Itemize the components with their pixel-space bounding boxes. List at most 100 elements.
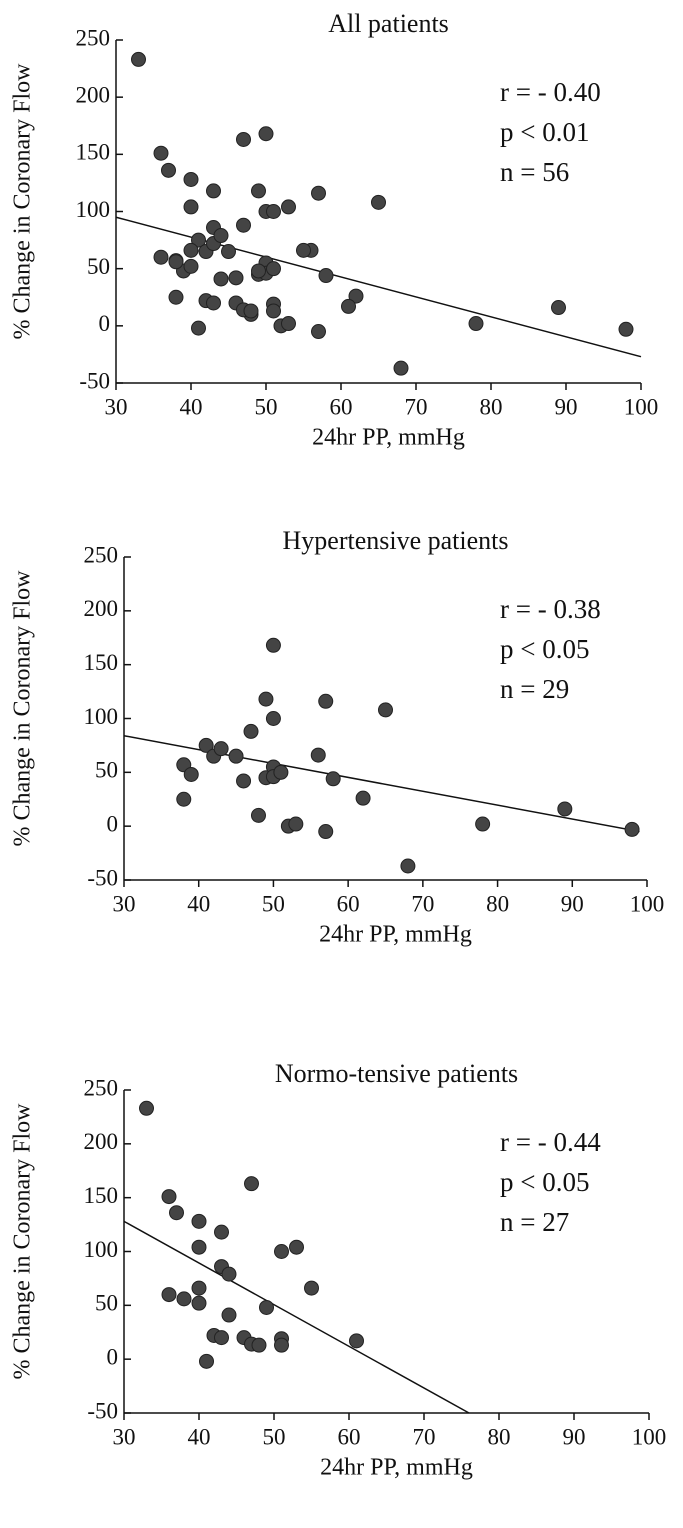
y-tick-label: 200 bbox=[76, 82, 111, 107]
data-point bbox=[199, 1353, 214, 1369]
data-point bbox=[265, 711, 281, 726]
y-tick-label: 0 bbox=[107, 1344, 119, 1369]
data-point bbox=[400, 858, 416, 874]
data-point bbox=[618, 321, 634, 337]
data-point bbox=[475, 816, 491, 832]
chart-title: Hypertensive patients bbox=[283, 526, 509, 555]
y-tick-label: 0 bbox=[99, 311, 111, 336]
x-tick-label: 30 bbox=[105, 394, 128, 419]
data-point bbox=[236, 131, 251, 147]
data-point bbox=[131, 51, 146, 67]
data-point bbox=[168, 254, 184, 270]
data-point bbox=[191, 1213, 207, 1229]
annotation: p < 0.05 bbox=[500, 1167, 589, 1197]
data-point bbox=[258, 126, 274, 142]
x-tick-label: 60 bbox=[337, 891, 360, 916]
data-point bbox=[168, 289, 184, 305]
panel: Normo-tensive patients -50 0 50 100 150 200 250… bbox=[10, 1059, 667, 1481]
data-point bbox=[274, 1337, 289, 1353]
y-tick-label: 0 bbox=[107, 811, 119, 836]
annotation: r = - 0.40 bbox=[500, 77, 601, 107]
y-tick-label: 150 bbox=[84, 650, 119, 675]
chart-title: All patients bbox=[328, 9, 449, 38]
annotation: n = 27 bbox=[500, 1207, 569, 1237]
x-tick-label: 80 bbox=[486, 891, 509, 916]
x-tick-label: 70 bbox=[405, 394, 428, 419]
data-point bbox=[161, 1189, 177, 1205]
data-point bbox=[341, 298, 356, 314]
data-point bbox=[221, 1266, 237, 1282]
data-point bbox=[244, 1176, 259, 1192]
panel: Hypertensive patients -50 0 50 100 150 200 250 3… bbox=[10, 526, 665, 948]
x-tick-label: 60 bbox=[330, 394, 353, 419]
data-point bbox=[161, 1287, 177, 1303]
data-point bbox=[251, 183, 266, 199]
x-tick-label: 50 bbox=[262, 891, 285, 916]
data-point bbox=[176, 1291, 192, 1307]
data-point bbox=[318, 693, 334, 709]
x-tick-label: 40 bbox=[180, 394, 203, 419]
data-point bbox=[191, 1295, 207, 1311]
data-point bbox=[153, 249, 169, 265]
data-point bbox=[250, 807, 266, 823]
data-point bbox=[310, 747, 326, 763]
data-point bbox=[273, 764, 289, 780]
data-point bbox=[251, 1337, 267, 1353]
data-point bbox=[266, 204, 281, 219]
y-tick-label: -50 bbox=[87, 1398, 118, 1423]
y-tick-label: 50 bbox=[95, 1291, 118, 1316]
data-point bbox=[311, 324, 326, 340]
data-point bbox=[325, 771, 341, 787]
data-point bbox=[288, 816, 304, 832]
y-tick-label: 250 bbox=[76, 25, 111, 50]
data-point bbox=[169, 1205, 184, 1221]
data-point bbox=[393, 360, 409, 376]
x-tick-label: 30 bbox=[113, 891, 136, 916]
x-axis-label: 24hr PP, mmHg bbox=[320, 1455, 473, 1481]
y-tick-label: 100 bbox=[84, 1237, 119, 1262]
x-tick-label: 50 bbox=[263, 1424, 286, 1449]
data-point bbox=[243, 303, 259, 319]
y-tick-label: -50 bbox=[87, 865, 118, 890]
data-point bbox=[183, 242, 199, 258]
x-tick-label: 90 bbox=[561, 891, 584, 916]
data-point bbox=[206, 295, 221, 311]
annotation: p < 0.05 bbox=[500, 634, 589, 664]
y-tick-label: 100 bbox=[84, 704, 119, 729]
annotation: r = - 0.38 bbox=[500, 594, 601, 624]
y-tick-label: 250 bbox=[84, 1075, 119, 1100]
x-axis-label: 24hr PP, mmHg bbox=[319, 922, 472, 948]
data-point bbox=[191, 1280, 207, 1296]
y-tick-label: 100 bbox=[76, 197, 111, 222]
data-point bbox=[183, 258, 199, 274]
data-point bbox=[265, 637, 281, 653]
data-point bbox=[311, 185, 326, 201]
data-point bbox=[318, 824, 334, 840]
data-point bbox=[371, 194, 386, 210]
x-tick-label: 40 bbox=[188, 1424, 211, 1449]
data-point bbox=[228, 270, 244, 286]
data-point bbox=[281, 316, 296, 332]
annotation: r = - 0.44 bbox=[500, 1127, 601, 1157]
data-point bbox=[183, 199, 199, 215]
data-point bbox=[213, 228, 229, 244]
y-tick-label: -50 bbox=[79, 368, 110, 393]
data-point bbox=[153, 145, 169, 161]
x-tick-label: 40 bbox=[187, 891, 210, 916]
data-point bbox=[214, 1224, 229, 1240]
data-point bbox=[551, 300, 566, 316]
data-point bbox=[318, 268, 334, 284]
data-point bbox=[266, 261, 281, 277]
y-tick-label: 250 bbox=[84, 542, 119, 567]
y-axis-label: % Change in Coronary Flow bbox=[10, 570, 36, 847]
data-point bbox=[468, 316, 484, 332]
data-point bbox=[198, 737, 214, 753]
x-tick-label: 50 bbox=[255, 394, 278, 419]
data-point bbox=[304, 1280, 319, 1296]
x-tick-label: 90 bbox=[555, 394, 578, 419]
x-tick-label: 60 bbox=[338, 1424, 361, 1449]
data-point bbox=[259, 1299, 274, 1315]
data-point bbox=[266, 303, 281, 319]
data-point bbox=[296, 242, 311, 258]
